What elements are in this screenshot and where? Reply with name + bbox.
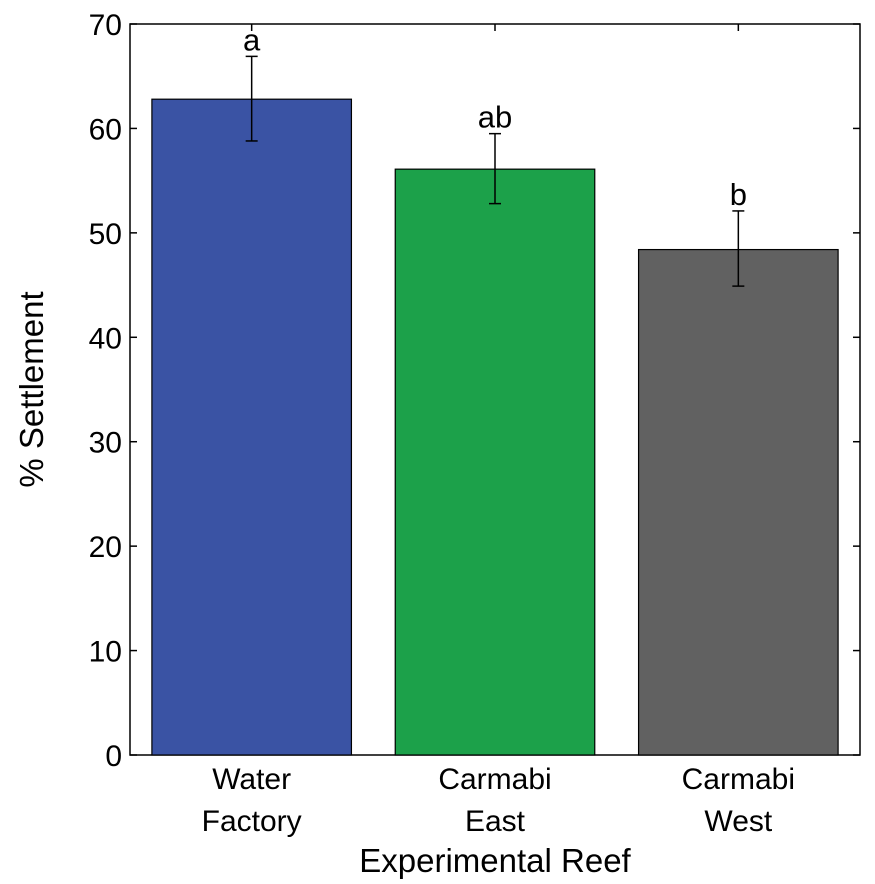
x-axis-title: Experimental Reef xyxy=(359,842,631,879)
ticks-layer: 0 10 20 30 40 50 60 70 xyxy=(89,9,860,773)
x-tick-label: Water Factory xyxy=(202,763,302,838)
x-tick-label-line: Carmabi xyxy=(682,763,795,796)
error-bars-layer xyxy=(245,55,745,287)
bars-layer xyxy=(151,98,839,756)
bar xyxy=(637,248,839,756)
significance-label: b xyxy=(730,177,747,212)
x-tick-label-line: East xyxy=(465,805,526,838)
bar xyxy=(151,98,353,756)
x-tick-label-line: West xyxy=(704,805,772,838)
y-tick-label: 60 xyxy=(89,113,122,146)
x-tick-label-line: Factory xyxy=(202,805,302,838)
y-tick-label: 70 xyxy=(89,9,122,42)
significance-label: a xyxy=(243,22,261,57)
y-axis-title: % Settlement xyxy=(13,291,50,487)
y-tick-label: 30 xyxy=(89,427,122,460)
significance-label: ab xyxy=(478,100,512,135)
y-tick-label: 40 xyxy=(89,322,122,355)
labels-layer: a Water Factory ab Carmabi East b Carmabi West xyxy=(202,22,795,838)
bar xyxy=(394,168,596,756)
x-tick-label-line: Water xyxy=(212,763,291,796)
y-tick-label: 50 xyxy=(89,218,122,251)
y-tick-label: 20 xyxy=(89,531,122,564)
x-tick-label: Carmabi East xyxy=(438,763,551,838)
y-tick-label: 0 xyxy=(105,740,122,773)
y-tick-label: 10 xyxy=(89,636,122,669)
x-tick-label-line: Carmabi xyxy=(438,763,551,796)
x-tick-label: Carmabi West xyxy=(682,763,795,838)
